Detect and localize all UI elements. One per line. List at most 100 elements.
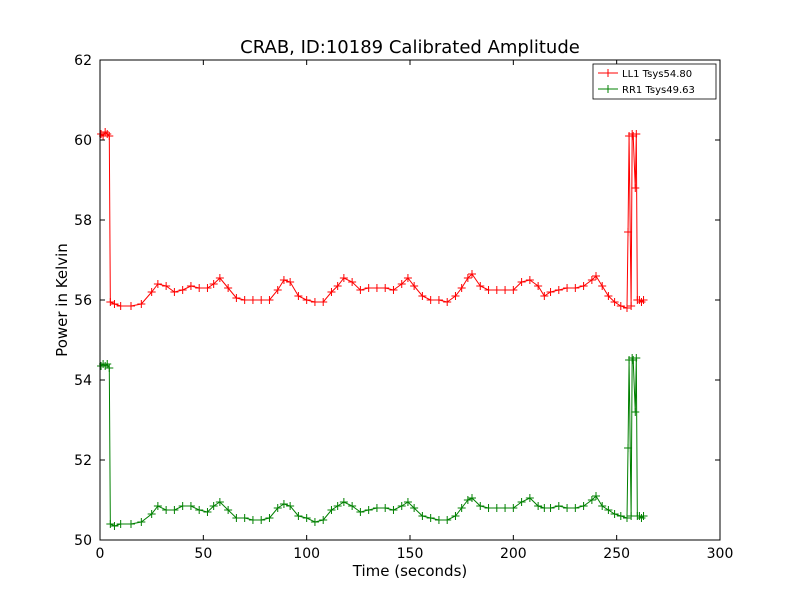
data-point bbox=[232, 294, 241, 302]
data-point bbox=[492, 504, 501, 512]
data-point bbox=[463, 274, 472, 282]
data-point bbox=[604, 292, 613, 300]
data-point bbox=[147, 510, 156, 518]
data-point bbox=[153, 280, 162, 288]
data-point bbox=[587, 496, 596, 504]
data-point bbox=[632, 354, 641, 362]
data-point bbox=[563, 284, 572, 292]
data-point bbox=[631, 184, 640, 192]
data-point bbox=[517, 278, 526, 286]
data-point bbox=[418, 292, 427, 300]
data-point bbox=[639, 296, 648, 304]
data-point bbox=[509, 504, 518, 512]
data-point bbox=[410, 282, 419, 290]
data-point bbox=[389, 506, 398, 514]
data-point bbox=[240, 514, 249, 522]
data-point bbox=[463, 496, 472, 504]
data-point bbox=[451, 292, 460, 300]
data-point bbox=[327, 506, 336, 514]
x-tick-label: 200 bbox=[500, 546, 527, 562]
data-point bbox=[397, 502, 406, 510]
data-point bbox=[240, 296, 249, 304]
data-point bbox=[587, 276, 596, 284]
data-point bbox=[546, 504, 555, 512]
data-point bbox=[224, 506, 233, 514]
x-tick-label: 100 bbox=[293, 546, 320, 562]
data-point bbox=[178, 286, 187, 294]
data-point bbox=[546, 288, 555, 296]
data-point bbox=[224, 284, 233, 292]
data-point bbox=[571, 284, 580, 292]
data-point bbox=[554, 502, 563, 510]
data-point bbox=[203, 508, 212, 516]
data-point bbox=[623, 304, 631, 312]
data-point bbox=[468, 494, 476, 502]
y-tick-label: 54 bbox=[74, 373, 92, 389]
data-point bbox=[525, 494, 534, 502]
data-point bbox=[443, 298, 452, 306]
data-point bbox=[631, 408, 640, 416]
data-point bbox=[273, 286, 282, 294]
data-point bbox=[248, 516, 257, 524]
data-point bbox=[105, 132, 114, 140]
data-point bbox=[525, 276, 534, 284]
y-axis: 50 52 54 56 58 60 62 bbox=[74, 53, 720, 549]
data-point bbox=[116, 520, 125, 528]
data-point bbox=[540, 292, 549, 300]
x-tick-label: 0 bbox=[96, 546, 105, 562]
data-point bbox=[434, 296, 443, 304]
data-point bbox=[137, 300, 146, 308]
data-point bbox=[215, 498, 224, 506]
data-point bbox=[333, 502, 342, 510]
data-point bbox=[623, 514, 631, 522]
data-point bbox=[571, 504, 580, 512]
data-point bbox=[492, 286, 501, 294]
data-point bbox=[153, 502, 162, 510]
legend-entry-ll1: LL1 Tsys54.80 bbox=[598, 69, 692, 80]
data-point bbox=[627, 302, 636, 310]
data-point bbox=[116, 302, 125, 310]
data-point bbox=[484, 504, 493, 512]
data-point bbox=[604, 506, 613, 514]
data-point bbox=[103, 360, 112, 368]
data-point bbox=[443, 516, 452, 524]
data-point bbox=[339, 274, 348, 282]
data-point bbox=[598, 282, 607, 290]
data-point bbox=[339, 498, 348, 506]
data-point bbox=[195, 506, 204, 514]
data-point bbox=[106, 298, 115, 306]
data-point bbox=[501, 286, 510, 294]
data-point bbox=[127, 302, 135, 310]
y-tick-label: 56 bbox=[74, 293, 92, 309]
data-point bbox=[451, 512, 460, 520]
data-point bbox=[616, 512, 625, 520]
data-point bbox=[327, 288, 336, 296]
data-point bbox=[137, 518, 146, 526]
data-point bbox=[356, 508, 365, 516]
data-point bbox=[563, 504, 572, 512]
data-point bbox=[501, 504, 510, 512]
legend-label-ll1: LL1 Tsys54.80 bbox=[622, 69, 692, 80]
data-point bbox=[457, 504, 466, 512]
data-point bbox=[265, 296, 274, 304]
data-point bbox=[364, 506, 373, 514]
series-rr1 bbox=[97, 354, 648, 530]
series-ll1 bbox=[97, 128, 648, 312]
data-point bbox=[348, 278, 357, 286]
data-point bbox=[101, 128, 110, 136]
data-point bbox=[319, 298, 328, 306]
data-point bbox=[302, 296, 311, 304]
legend-entry-rr1: RR1 Tsys49.63 bbox=[598, 85, 695, 96]
x-tick-label: 150 bbox=[397, 546, 424, 562]
data-point bbox=[319, 516, 328, 524]
y-tick-label: 52 bbox=[74, 453, 92, 469]
x-tick-label: 50 bbox=[194, 546, 212, 562]
x-axis-label: Time (seconds) bbox=[352, 562, 468, 580]
data-point bbox=[610, 510, 619, 518]
data-point bbox=[110, 522, 119, 530]
data-point bbox=[426, 514, 435, 522]
x-tick-label: 300 bbox=[707, 546, 734, 562]
data-point bbox=[534, 282, 543, 290]
